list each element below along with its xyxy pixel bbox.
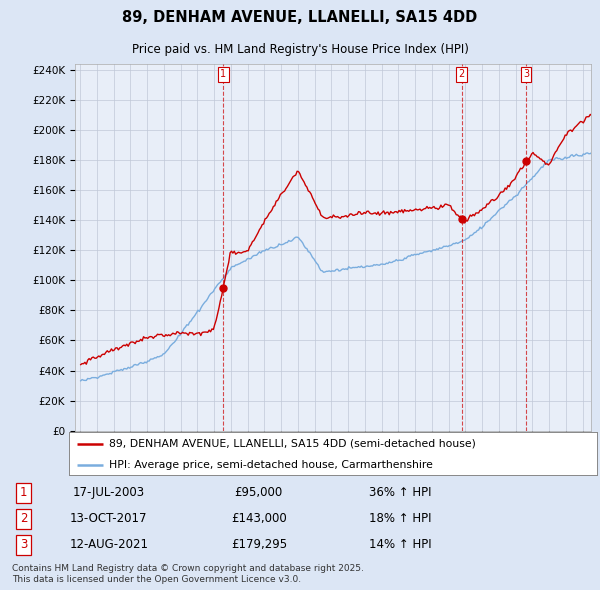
- Text: 3: 3: [523, 69, 529, 79]
- Text: 12-AUG-2021: 12-AUG-2021: [70, 538, 148, 551]
- Text: 18% ↑ HPI: 18% ↑ HPI: [369, 512, 431, 526]
- Text: Price paid vs. HM Land Registry's House Price Index (HPI): Price paid vs. HM Land Registry's House …: [131, 43, 469, 56]
- Text: 89, DENHAM AVENUE, LLANELLI, SA15 4DD (semi-detached house): 89, DENHAM AVENUE, LLANELLI, SA15 4DD (s…: [109, 439, 475, 449]
- Text: £179,295: £179,295: [231, 538, 287, 551]
- Text: 36% ↑ HPI: 36% ↑ HPI: [369, 487, 431, 500]
- Text: HPI: Average price, semi-detached house, Carmarthenshire: HPI: Average price, semi-detached house,…: [109, 460, 433, 470]
- Text: 1: 1: [220, 69, 226, 79]
- Text: £95,000: £95,000: [235, 487, 283, 500]
- Text: 1: 1: [20, 487, 28, 500]
- Text: 2: 2: [459, 69, 465, 79]
- Text: Contains HM Land Registry data © Crown copyright and database right 2025.
This d: Contains HM Land Registry data © Crown c…: [12, 564, 364, 584]
- Text: 3: 3: [20, 538, 28, 551]
- Text: £143,000: £143,000: [231, 512, 287, 526]
- Text: 89, DENHAM AVENUE, LLANELLI, SA15 4DD: 89, DENHAM AVENUE, LLANELLI, SA15 4DD: [122, 11, 478, 25]
- Text: 13-OCT-2017: 13-OCT-2017: [70, 512, 148, 526]
- Text: 14% ↑ HPI: 14% ↑ HPI: [368, 538, 431, 551]
- Text: 2: 2: [20, 512, 28, 526]
- Text: 17-JUL-2003: 17-JUL-2003: [73, 487, 145, 500]
